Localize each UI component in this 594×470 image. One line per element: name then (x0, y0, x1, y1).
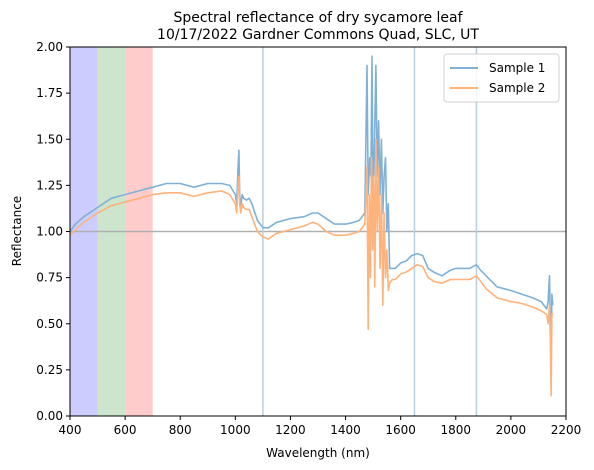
x-tick-label: 1400 (330, 423, 361, 437)
y-tick-label: 0.00 (36, 409, 63, 423)
x-tick-label: 600 (114, 423, 137, 437)
series-lines (69, 55, 554, 397)
x-axis-label: Wavelength (nm) (266, 446, 370, 460)
x-axis-ticks: 400 600 800 1000 1200 1400 1600 1800 2000 2200 (59, 416, 582, 437)
y-tick-label: 2.00 (36, 40, 63, 54)
chart-title-line-1: Spectral reflectance of dry sycamore lea… (173, 10, 463, 26)
legend-label-sample-2: Sample 2 (489, 81, 545, 95)
x-tick-label: 800 (169, 423, 192, 437)
series-line-2 (69, 138, 554, 397)
x-tick-label: 2200 (551, 423, 582, 437)
chart-title-line-2: 10/17/2022 Gardner Commons Quad, SLC, UT (157, 27, 479, 43)
y-axis-label: Reflectance (10, 196, 24, 266)
x-tick-label: 1800 (441, 423, 472, 437)
legend: Sample 1 Sample 2 (443, 53, 560, 103)
x-tick-label: 1600 (385, 423, 416, 437)
x-tick-label: 2000 (496, 423, 527, 437)
y-tick-label: 1.00 (36, 225, 63, 239)
y-axis-ticks: 0.00 0.25 0.50 0.75 1.00 1.25 1.50 1.75 2.00 (36, 40, 70, 423)
y-tick-label: 1.75 (36, 86, 63, 100)
x-tick-label: 1200 (275, 423, 306, 437)
reference-lines (70, 47, 566, 416)
x-tick-label: 1000 (220, 423, 251, 437)
y-tick-label: 1.25 (36, 178, 63, 192)
legend-box (443, 53, 560, 103)
x-tick-label: 400 (59, 423, 82, 437)
y-tick-label: 0.50 (36, 317, 63, 331)
y-tick-label: 0.25 (36, 363, 63, 377)
legend-label-sample-1: Sample 1 (489, 61, 545, 75)
y-tick-label: 1.50 (36, 132, 63, 146)
y-tick-label: 0.75 (36, 271, 63, 285)
